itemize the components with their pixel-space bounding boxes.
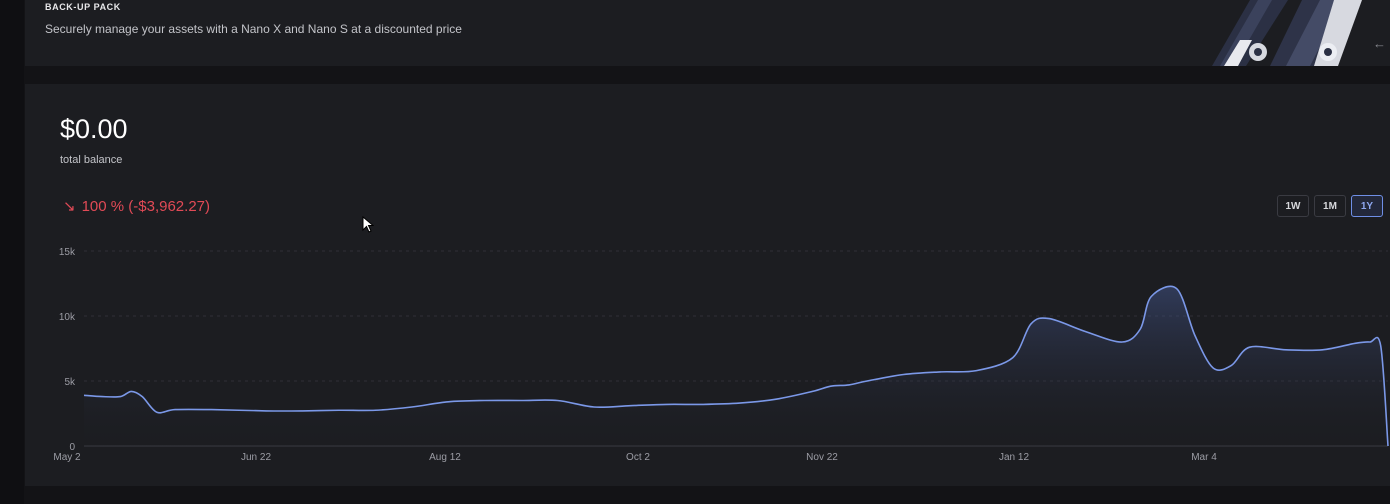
banner-title: BACK-UP PACK	[45, 2, 121, 12]
x-tick-label: Aug 12	[429, 452, 461, 463]
left-gutter	[0, 0, 24, 504]
range-selector: 1W 1M 1Y	[1277, 195, 1383, 217]
x-tick-label: Mar 4	[1191, 452, 1217, 463]
x-tick-label: Jun 22	[241, 452, 271, 463]
y-tick-label: 15k	[59, 247, 76, 258]
x-tick-label: Nov 22	[806, 452, 838, 463]
x-tick-label: May 2	[53, 452, 81, 463]
chart-series-line	[83, 285, 1389, 447]
x-tick-label: Oct 2	[626, 452, 650, 463]
arrow-left-icon[interactable]: ←	[1373, 36, 1386, 51]
mouse-cursor-icon	[362, 216, 374, 233]
balance-change-text: 100 % (-$3,962.27)	[81, 198, 210, 215]
chart-area-fill	[84, 286, 1388, 446]
nano-devices-illustration	[1212, 0, 1362, 66]
range-button-1w[interactable]: 1W	[1277, 195, 1309, 217]
promo-banner[interactable]: BACK-UP PACK Securely manage your assets…	[25, 0, 1390, 66]
x-tick-label: Jan 12	[999, 452, 1029, 463]
range-button-1m[interactable]: 1M	[1314, 195, 1346, 217]
y-tick-label: 0	[69, 442, 75, 453]
range-button-1y[interactable]: 1Y	[1351, 195, 1383, 217]
banner-description: Securely manage your assets with a Nano …	[45, 22, 462, 36]
y-tick-label: 5k	[64, 377, 76, 388]
total-balance-label: total balance	[60, 154, 123, 166]
total-balance-value: $0.00	[60, 114, 128, 144]
balance-change: ↘ 100 % (-$3,962.27)	[63, 197, 210, 215]
y-tick-label: 10k	[59, 312, 76, 323]
arrow-down-right-icon: ↘	[63, 198, 76, 215]
